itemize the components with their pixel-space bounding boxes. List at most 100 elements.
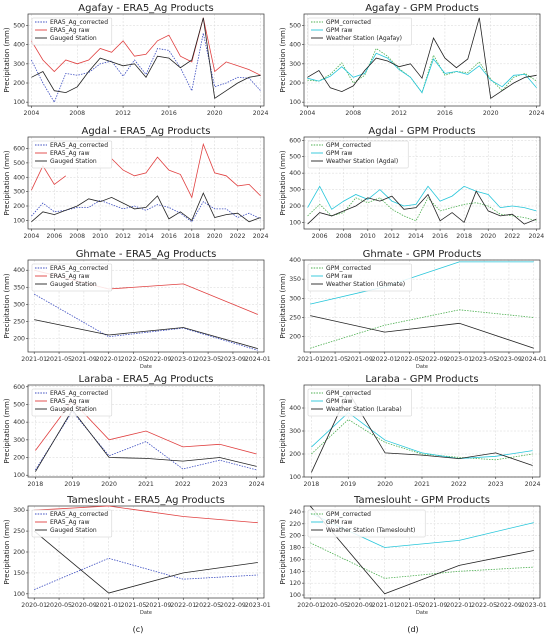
x-tick-label: 2004 (24, 110, 40, 117)
legend-entry: GPM_corrected (326, 390, 371, 397)
x-tick-label: 2020 (480, 233, 496, 240)
x-tick-label: 2020-05 (46, 602, 72, 609)
legend-entry: Gauged Station (50, 406, 97, 413)
y-tick-label: 300 (13, 507, 25, 514)
x-tick-label: 2022-05 (471, 602, 497, 609)
x-tick-label: 2022 (451, 481, 467, 488)
y-tick-label: 600 (13, 146, 25, 153)
chart-panel: Ghmate - GPM Products 200 250 300 350 400 2021… (279, 249, 547, 370)
y-tick-label: 120 (289, 580, 301, 587)
x-tick-label: 2022-01 (96, 356, 122, 363)
y-tick-label: 100 (289, 474, 301, 481)
series-line (310, 309, 534, 349)
legend-entry: GPM_corrected (326, 142, 371, 149)
series-line (31, 17, 261, 76)
x-tick-label: 2012 (384, 233, 400, 240)
x-tick-label: 2022 (230, 233, 246, 240)
x-tick-label: 2012 (115, 110, 131, 117)
legend-box (307, 140, 409, 169)
y-tick-label: 200 (13, 80, 25, 87)
chart-panel: Laraba - ERA5_Ag Products 100 200 300 400 500… (3, 374, 265, 488)
legend-entry: Gauged Station (50, 158, 97, 165)
legend-box (307, 509, 426, 538)
legend-entry: ERA5_Ag_corrected (50, 390, 108, 397)
x-tick-label: 2020 (101, 481, 117, 488)
legend-entry: ERA5_Ag_corrected (50, 265, 108, 272)
x-tick-label: 2023-09 (496, 356, 522, 363)
x-tick-label: 2014 (408, 233, 424, 240)
series-line (31, 17, 261, 99)
legend-box (307, 263, 412, 292)
x-tick-label: 2004 (24, 233, 40, 240)
y-axis-label: Precipitation (mm) (3, 519, 11, 584)
y-tick-label: 300 (289, 187, 301, 194)
y-tick-label: 400 (289, 405, 301, 412)
x-tick-label: 2021-05 (121, 602, 147, 609)
y-tick-label: 600 (13, 384, 25, 391)
y-tick-label: 150 (13, 570, 25, 577)
x-tick-label: 2016 (161, 233, 177, 240)
y-tick-label: 500 (13, 23, 25, 30)
y-tick-label: 100 (289, 99, 301, 106)
legend-entry: ERA5_Ag_corrected (50, 511, 108, 518)
x-tick-label: 2022-05 (397, 356, 423, 363)
legend-entry: GPM raw (326, 519, 352, 526)
chart-title: Laraba - ERA5_Ag Products (79, 374, 214, 385)
y-axis-label: Precipitation (mm) (3, 27, 11, 92)
chart-title: Ghmate - GPM Products (363, 249, 482, 260)
x-tick-label: 2004 (300, 110, 316, 117)
plot-frame (303, 259, 541, 353)
x-tick-label: 2022-01 (170, 602, 196, 609)
series-line (31, 164, 67, 191)
y-tick-label: 300 (13, 61, 25, 68)
series-line (34, 319, 258, 349)
y-tick-label: 200 (13, 455, 25, 462)
x-tick-label: 2018 (28, 481, 44, 488)
legend-box (31, 17, 113, 46)
x-tick-label: 2020-01 (21, 602, 47, 609)
x-tick-label: 2018 (184, 233, 200, 240)
chart-title: Agafay - GPM Products (365, 3, 479, 14)
y-axis-label: Precipitation (mm) (279, 519, 287, 584)
x-tick-label: 2023-05 (195, 356, 221, 363)
legend-entry: ERA5_Ag raw (50, 398, 90, 405)
chart-panel: Ghmate - ERA5_Ag Products 200 250 300 350 400… (3, 249, 271, 370)
y-tick-label: 200 (13, 549, 25, 556)
x-tick-label: 2014 (138, 233, 154, 240)
x-tick-label: 2023-01 (245, 602, 271, 609)
series-line (310, 542, 534, 579)
x-tick-label: 2008 (69, 110, 85, 117)
chart-title: Agdal - ERA5_Ag Products (81, 126, 210, 137)
y-tick-label: 500 (13, 160, 25, 167)
y-axis-label: Precipitation (mm) (279, 398, 287, 463)
x-tick-label: 2020 (377, 481, 393, 488)
legend-box (31, 388, 113, 417)
x-tick-label: 2010 (360, 233, 376, 240)
y-tick-label: 250 (289, 315, 301, 322)
y-tick-label: 300 (13, 189, 25, 196)
y-tick-label: 100 (13, 217, 25, 224)
x-tick-label: 2020 (207, 110, 223, 117)
x-tick-label: 2021 (414, 481, 430, 488)
y-tick-label: 100 (13, 99, 25, 106)
y-tick-label: 100 (289, 592, 301, 599)
x-tick-label: 2022-01 (372, 356, 398, 363)
plot-frame (303, 505, 541, 599)
x-tick-label: 2020 (207, 233, 223, 240)
y-tick-label: 180 (289, 545, 301, 552)
x-tick-label: 2021-01 (96, 602, 122, 609)
chart-panel: Agafay - ERA5_Ag Products 100 200 300 400 500… (3, 3, 268, 117)
series-line (307, 190, 537, 225)
x-tick-label: 2016 (437, 110, 453, 117)
plot-frame (303, 136, 541, 230)
y-tick-label: 300 (13, 301, 25, 308)
series-line (31, 199, 261, 223)
y-tick-label: 200 (289, 451, 301, 458)
x-tick-label: 2021 (138, 481, 154, 488)
legend-entry: ERA5_Ag_corrected (50, 142, 108, 149)
x-tick-label: 2012 (391, 110, 407, 117)
x-tick-label: 2023-01 (521, 602, 547, 609)
y-tick-label: 500 (289, 23, 301, 30)
y-tick-label: 200 (289, 334, 301, 341)
x-tick-label: 2019 (64, 481, 80, 488)
